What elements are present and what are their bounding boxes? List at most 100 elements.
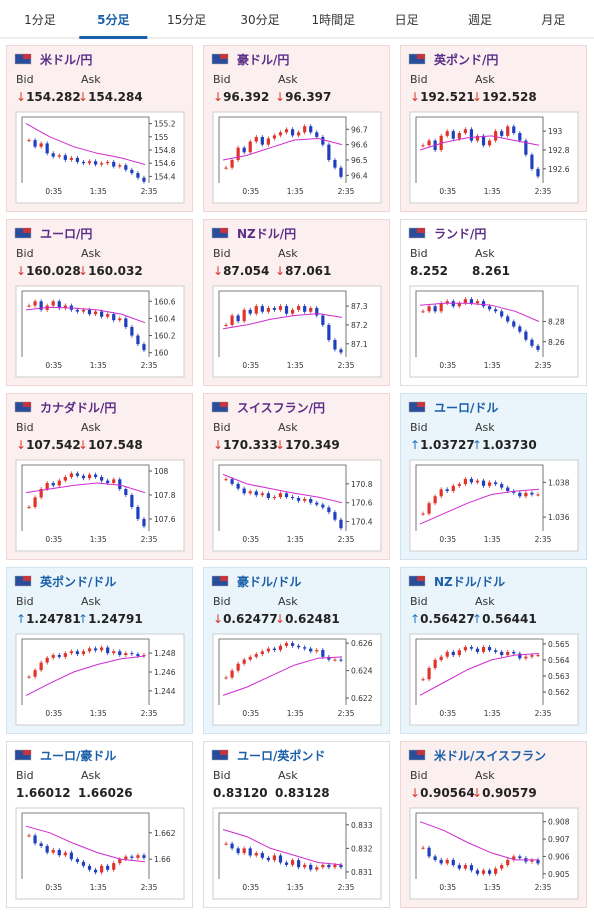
ask-value: 0.83128 — [275, 786, 330, 800]
candle-body — [254, 654, 258, 657]
tab[interactable]: 1時間足 — [312, 13, 356, 27]
y-tick-label: 1.244 — [154, 687, 176, 696]
pair-name[interactable]: カナダドル/円 — [40, 400, 116, 415]
candle-body — [421, 145, 425, 147]
pair-name[interactable]: ユーロ/英ポンド — [237, 748, 325, 763]
candle-body — [303, 306, 307, 312]
candle-body — [69, 852, 73, 860]
tab[interactable]: 5分足 — [97, 12, 129, 27]
pair-name[interactable]: スイスフラン/円 — [237, 401, 325, 415]
bid-value: ↓87.054 — [213, 264, 269, 278]
candle-body — [236, 315, 240, 322]
tab[interactable]: 1分足 — [24, 13, 56, 27]
candle-body — [494, 650, 498, 652]
y-tick-label: 154.8 — [154, 146, 176, 155]
candle-body — [87, 309, 92, 315]
candle-body — [297, 306, 301, 310]
candle-body — [136, 507, 140, 519]
bid-label: Bid — [16, 421, 34, 434]
candle-body — [57, 301, 61, 309]
pair-name[interactable]: 米ドル/円 — [40, 52, 92, 67]
bid-label: Bid — [410, 73, 428, 86]
pair-name[interactable]: ユーロ/円 — [40, 227, 92, 241]
ask-number: 107.548 — [88, 438, 143, 452]
y-tick-label: 107.6 — [154, 515, 176, 524]
candle-body — [500, 651, 504, 656]
candle-body — [297, 860, 301, 868]
candle-body — [457, 303, 461, 307]
candle-body — [457, 650, 461, 656]
x-tick-label: 2:35 — [141, 535, 158, 544]
ask-number: 192.528 — [482, 90, 537, 104]
pair-name[interactable]: 英ポンド/円 — [434, 52, 498, 67]
candle-body — [433, 496, 437, 504]
y-tick-label: 0.562 — [548, 688, 570, 697]
candle-body — [57, 655, 61, 657]
candle-body — [51, 483, 55, 486]
x-tick-label: 1:35 — [287, 535, 304, 544]
pair-name[interactable]: 米ドル/スイスフラン — [434, 748, 546, 763]
candle-body — [45, 657, 49, 663]
y-tick-label: 87.1 — [351, 340, 368, 349]
moving-average — [419, 302, 540, 322]
candle-body — [284, 643, 289, 646]
x-tick-label: 0:35 — [45, 883, 62, 892]
moving-average — [25, 482, 146, 494]
x-tick-label: 2:35 — [338, 709, 355, 718]
pair-name[interactable]: ユーロ/ドル — [434, 401, 498, 415]
x-tick-label: 2:35 — [141, 883, 158, 892]
y-tick-label: 0.626 — [351, 639, 373, 648]
chart-box — [409, 633, 579, 726]
pair-name[interactable]: ユーロ/豪ドル — [40, 748, 116, 763]
candle-body — [327, 324, 331, 341]
y-tick-label: 0.905 — [548, 870, 570, 879]
candle-body — [39, 489, 43, 498]
bid-number: 1.24781 — [26, 612, 81, 626]
candle-body — [136, 855, 140, 858]
candle-body — [130, 653, 134, 655]
tab[interactable]: 週足 — [468, 13, 492, 27]
candle-body — [536, 859, 540, 864]
chart-box — [409, 459, 579, 552]
candle-body — [303, 498, 307, 501]
tab[interactable]: 月足 — [541, 13, 565, 27]
candle-body — [451, 131, 455, 139]
bid-number: 0.83120 — [213, 786, 268, 800]
candle-body — [118, 651, 122, 656]
ask-value: ↓192.528 — [472, 90, 537, 104]
candle-body — [69, 473, 73, 477]
moving-average — [419, 821, 539, 861]
x-tick-label: 2:35 — [535, 361, 552, 370]
candle-body — [457, 865, 461, 869]
y-tick-label: 96.6 — [351, 141, 368, 150]
tab[interactable]: 日足 — [395, 13, 419, 27]
candle-body — [136, 654, 140, 656]
candle-body — [333, 512, 337, 520]
candle-body — [481, 480, 486, 486]
pair-name[interactable]: NZドル/円 — [237, 227, 296, 241]
candle-body — [518, 856, 522, 859]
tab[interactable]: 30分足 — [240, 13, 279, 27]
candle-body — [93, 648, 98, 651]
pair-name[interactable]: 豪ドル/ドル — [237, 574, 301, 589]
candle-body — [475, 648, 480, 652]
candle-body — [536, 655, 540, 657]
pair-name[interactable]: 英ポンド/ドル — [40, 574, 116, 589]
x-tick-label: 1:35 — [287, 709, 304, 718]
trend-arrow: ↓ — [275, 438, 285, 452]
tab[interactable]: 15分足 — [167, 13, 206, 27]
candle-body — [421, 679, 425, 681]
candle-body — [512, 126, 516, 134]
y-tick-label: 0.565 — [548, 640, 570, 649]
chart-box — [212, 459, 382, 552]
plot-frame — [218, 638, 347, 705]
candle-body — [297, 498, 301, 501]
bid-label: Bid — [213, 595, 231, 608]
pair-name[interactable]: ランド/円 — [434, 227, 486, 241]
candle-body — [254, 136, 258, 142]
y-tick-label: 160.2 — [154, 332, 176, 341]
pair-name[interactable]: NZドル/ドル — [434, 575, 505, 589]
trend-arrow: ↓ — [213, 438, 223, 452]
pair-name[interactable]: 豪ドル/円 — [237, 52, 289, 67]
trend-arrow: ↓ — [78, 438, 88, 452]
